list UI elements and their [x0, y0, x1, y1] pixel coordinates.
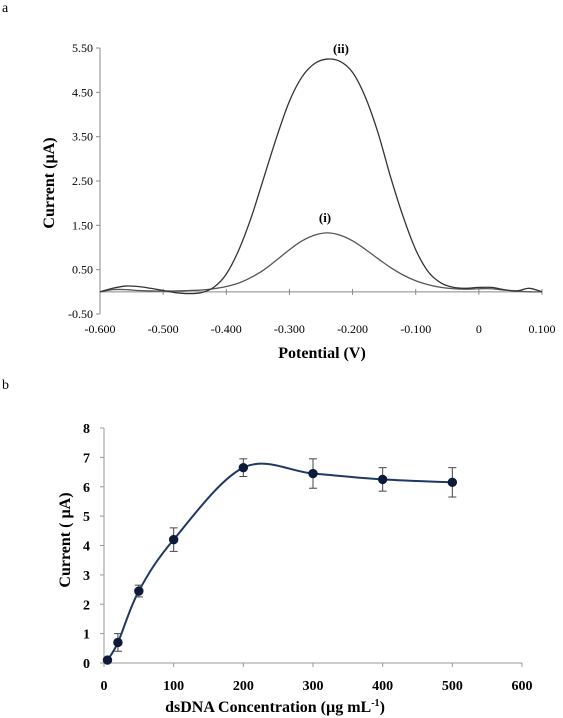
panel-a-ylabel: Current (µA) [41, 137, 58, 228]
panel-a-y-tick-label: 1.50 [72, 218, 93, 232]
panel-a-x-tick-label: -0.600 [85, 322, 116, 336]
panel-b-xlabel: dsDNA Concentration (µg mL-1) [165, 698, 385, 716]
panel-b-x-tick-label: 0 [101, 679, 108, 694]
panel-b-xlabel-sup: -1 [371, 698, 379, 709]
data-point [134, 586, 144, 596]
panel-a-x-tick-label: 0 [476, 322, 482, 336]
panel-a-label: a [2, 1, 9, 16]
data-point [377, 474, 388, 485]
panel-a-xlabel: Potential (V) [278, 345, 366, 362]
panel-b-x-tick-label: 400 [372, 679, 393, 694]
panel-b: b 0 1 2 3 4 5 6 7 8 0 100 200 300 400 500 600 dsDNA Con… [2, 378, 533, 716]
data-point [238, 462, 249, 473]
panel-a-x-tick-label: -0.200 [337, 322, 368, 336]
data-point [168, 534, 179, 545]
panel-b-xlabel-main: dsDNA Concentration (µg mL [165, 699, 371, 716]
panel-a-y-tick-label: 0.50 [72, 263, 93, 277]
panel-a-y-tick-label: 2.50 [72, 174, 93, 188]
panel-b-y-tick-label: 7 [83, 451, 90, 466]
panel-a-y-tick-label: -0.50 [68, 307, 93, 321]
panel-b-marks [102, 458, 458, 665]
panel-b-label: b [2, 378, 9, 393]
panel-b-x-tick-label: 300 [303, 679, 324, 694]
series-line-ii [99, 58, 543, 295]
data-point [102, 655, 113, 665]
panel-a-curves [99, 58, 543, 295]
panel-a-axes: -0.50 0.50 1.50 2.50 3.50 4.50 5.50 -0.600 -0.50… [68, 41, 556, 336]
panel-a-x-tick-label: 0.100 [529, 322, 556, 336]
panel-b-y-tick-label: 3 [83, 569, 90, 584]
fit-line [106, 462, 453, 661]
panel-b-y-tick-label: 0 [83, 657, 90, 672]
panel-b-x-tick-label: 200 [233, 679, 254, 694]
series-label-ii: (ii) [333, 41, 349, 56]
panel-b-axes: 0 1 2 3 4 5 6 7 8 0 100 200 300 400 500 600 [83, 422, 533, 694]
panel-a: a -0.500.501.502.503.504.505.50-0.600 -0.… [2, 1, 556, 362]
panel-b-y-tick-label: 8 [83, 422, 90, 437]
panel-b-x-tick-label: 500 [442, 679, 463, 694]
panel-b-x-tick-label: 100 [163, 679, 184, 694]
panel-b-xlabel-end: ) [380, 699, 385, 716]
panel-a-x-tick-label: -0.100 [400, 322, 431, 336]
panel-b-y-tick-label: 5 [83, 510, 90, 525]
panel-b-y-tick-label: 2 [83, 598, 90, 613]
data-point [308, 468, 318, 479]
panel-b-y-tick-label: 1 [83, 628, 90, 643]
panel-a-y-tick-label: 5.50 [72, 41, 93, 55]
data-point [447, 477, 458, 488]
panel-a-y-tick-label: 4.50 [72, 85, 93, 99]
panel-b-y-tick-label: 4 [83, 540, 90, 555]
series-label-i: (i) [319, 210, 331, 225]
panel-a-y-tick-label: 3.50 [72, 130, 93, 144]
series-line-i [99, 232, 543, 293]
panel-b-x-tick-label: 600 [512, 679, 533, 694]
data-point [113, 637, 123, 648]
panel-a-x-tick-label: -0.300 [274, 322, 305, 336]
panel-b-ylabel: Current ( µA) [57, 492, 74, 587]
panel-b-y-tick-label: 6 [83, 481, 90, 496]
panel-a-x-tick-label: -0.500 [148, 322, 179, 336]
panel-a-x-tick-label: -0.400 [211, 322, 242, 336]
